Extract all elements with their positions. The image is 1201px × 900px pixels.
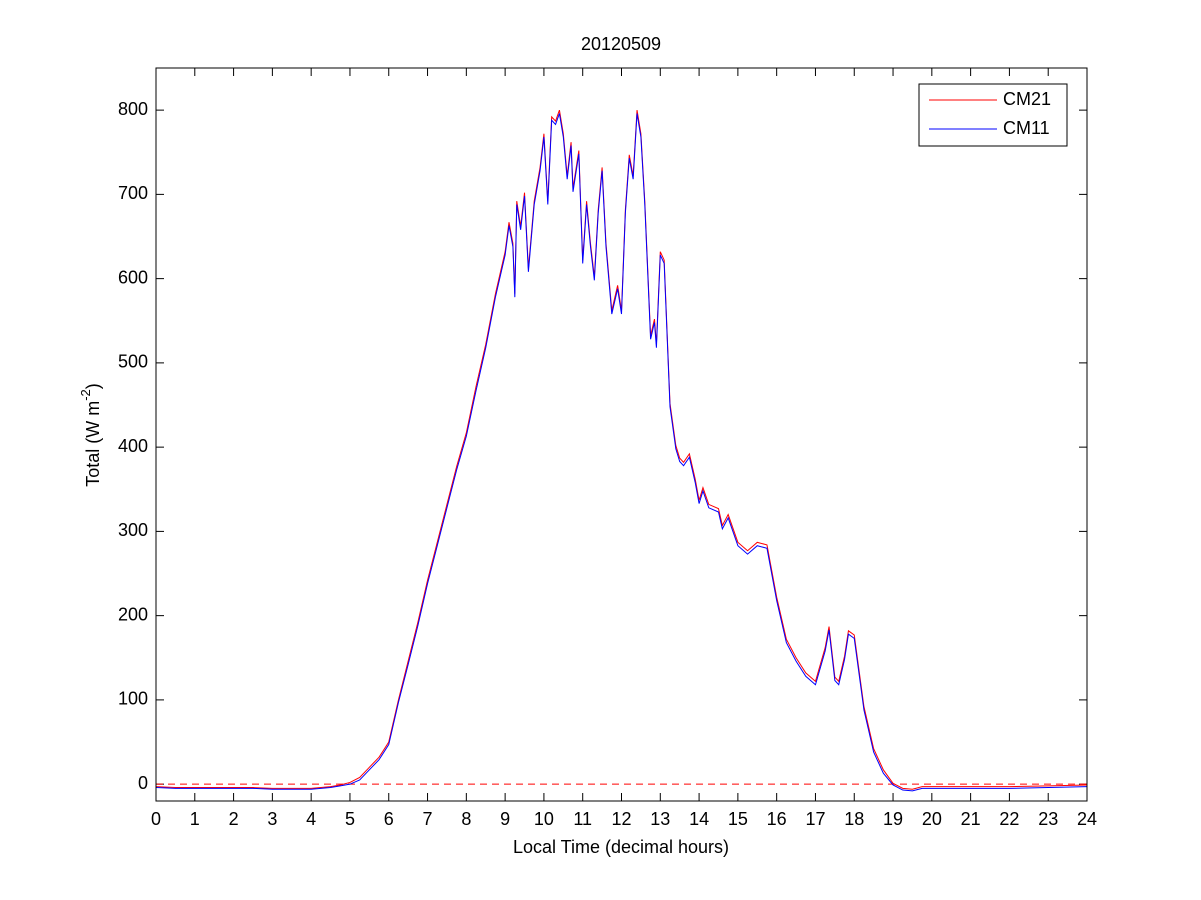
y-tick-label: 500 — [118, 352, 148, 372]
x-tick-label: 1 — [190, 809, 200, 829]
plot-frame — [155, 67, 1088, 802]
x-tick-label: 17 — [805, 809, 825, 829]
x-tick-label: 9 — [500, 809, 510, 829]
y-axis-label: Total (W m-2) — [78, 383, 102, 487]
x-tick-label: 11 — [573, 809, 592, 829]
x-tick-label: 2 — [229, 809, 239, 829]
x-tick-label: 7 — [423, 809, 433, 829]
y-tick-label: 0 — [138, 773, 148, 793]
x-tick-label: 15 — [728, 809, 748, 829]
x-tick-label: 6 — [384, 809, 394, 829]
x-tick-label: 16 — [767, 809, 787, 829]
x-tick-label: 4 — [306, 809, 316, 829]
y-axis-label-text: Total (W m — [83, 401, 103, 487]
x-tick-label: 20 — [922, 809, 942, 829]
y-tick-label: 700 — [118, 183, 148, 203]
y-tick-label: 300 — [118, 520, 148, 540]
x-tick-label: 24 — [1077, 809, 1097, 829]
x-tick-label: 23 — [1038, 809, 1058, 829]
y-axis-label-sup: -2 — [78, 389, 93, 401]
legend: CM21 CM11 — [918, 83, 1068, 147]
y-axis-label-suffix: ) — [83, 383, 103, 389]
legend-box — [918, 83, 1068, 147]
chart-title: 20120509 — [581, 34, 661, 54]
x-tick-label: 22 — [999, 809, 1019, 829]
legend-label: CM21 — [1003, 89, 1051, 109]
x-tick-label: 3 — [267, 809, 277, 829]
y-tick-label: 400 — [118, 436, 148, 456]
y-tick-label: 600 — [118, 267, 148, 287]
series-line — [155, 113, 1088, 792]
x-tick-label: 21 — [961, 809, 981, 829]
y-tick-label: 800 — [118, 99, 148, 119]
x-tick-label: 18 — [844, 809, 864, 829]
x-axis-label: Local Time (decimal hours) — [513, 837, 729, 857]
x-tick-label: 10 — [534, 809, 554, 829]
x-tick-label: 14 — [689, 809, 709, 829]
legend-label: CM11 — [1003, 118, 1050, 138]
x-tick-label: 8 — [461, 809, 471, 829]
y-tick-label: 200 — [118, 604, 148, 624]
x-tick-label: 0 — [151, 809, 161, 829]
x-tick-label: 5 — [345, 809, 355, 829]
x-tick-label: 12 — [611, 809, 631, 829]
x-tick-label: 13 — [650, 809, 670, 829]
x-tick-label: 19 — [883, 809, 903, 829]
plot-area — [156, 68, 1087, 801]
y-tick-label: 100 — [118, 689, 148, 709]
